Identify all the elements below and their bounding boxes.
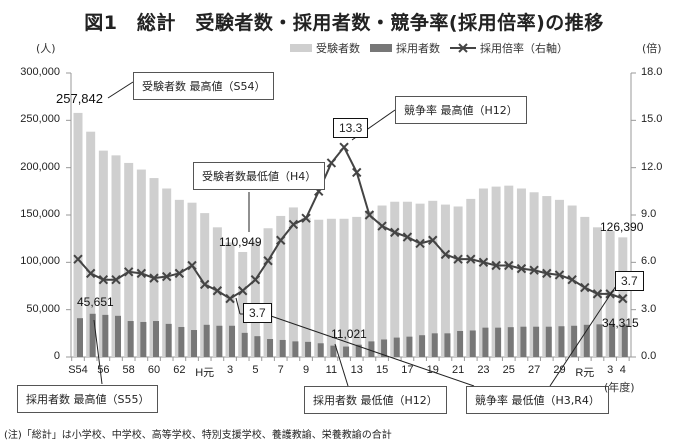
x-tick: R元	[575, 367, 595, 379]
label-hired-last: 34,315	[602, 316, 639, 330]
legend: 受験者数 採用者数 採用倍率（右軸）	[290, 40, 568, 56]
x-tick: 56	[97, 364, 110, 376]
right-axis-unit: (倍)	[642, 42, 662, 55]
y-tick-right: 9.0	[641, 208, 657, 220]
callout-applicants-max: 受験者数 最高値（S54）	[133, 72, 275, 100]
y-tick-left: 250,000	[20, 113, 60, 126]
x-tick: S54	[68, 364, 88, 376]
legend-ratio-line-icon	[450, 43, 476, 53]
chart-title: 図1 総計 受験者数・採用者数・競争率(採用倍率)の推移	[84, 12, 604, 34]
callout-ratio-max: 競争率 最高値（H12）	[395, 96, 527, 124]
y-tick-right: 3.0	[641, 302, 657, 315]
x-tick: 62	[173, 364, 186, 376]
y-tick-right: 12.0	[641, 160, 663, 173]
label-ratio-max: 13.3	[333, 118, 369, 138]
left-axis-unit: (人)	[36, 42, 56, 55]
x-axis-unit: (年度)	[604, 381, 635, 394]
y-tick-right: 18.0	[641, 66, 663, 78]
label-applicants-min: 110,949	[219, 235, 262, 249]
y-tick-right: 6.0	[641, 255, 657, 268]
x-tick: 27	[527, 364, 541, 376]
legend-ratio: 採用倍率（右軸）	[480, 42, 568, 55]
x-tick: 4	[619, 364, 626, 376]
callout-applicants-min: 受験者数最低値（H4）	[193, 162, 326, 190]
y-tick-left: 300,000	[20, 66, 60, 78]
x-tick: 60	[147, 364, 161, 376]
x-tick: 29	[553, 364, 566, 376]
legend-hired: 採用者数	[396, 42, 440, 55]
label-applicants-max: 257,842	[56, 91, 103, 106]
y-tick-left: 200,000	[20, 160, 60, 173]
label-applicants-last: 126,390	[600, 220, 644, 234]
footnote: (注)「総計」は小学校、中学校、高等学校、特別支援学校、養護教諭、栄養教諭の合計	[4, 430, 392, 441]
x-tick: 3	[607, 364, 614, 376]
x-tick: 19	[426, 364, 439, 376]
legend-applicants-swatch	[290, 44, 312, 52]
label-hired-min: 11,021	[331, 327, 367, 341]
y-tick-right: 15.0	[641, 113, 663, 126]
x-tick: 58	[122, 364, 135, 376]
y-tick-left: 0	[53, 350, 60, 362]
x-tick: H元	[195, 367, 215, 379]
x-tick: 9	[302, 364, 310, 376]
x-tick: 3	[226, 364, 234, 376]
x-tick: 17	[401, 364, 414, 376]
label-ratio-min-r4: 3.7	[615, 271, 644, 291]
legend-applicants: 受験者数	[316, 42, 360, 55]
x-tick: 23	[477, 364, 490, 376]
x-tick: 25	[502, 364, 515, 376]
x-tick: 13	[350, 364, 363, 376]
y-tick-left: 50,000	[26, 302, 60, 315]
callout-hired-min: 採用者数 最低値（H12）	[304, 386, 447, 414]
x-tick: 7	[277, 364, 284, 376]
callout-hired-max: 採用者数 最高値（S55）	[17, 385, 159, 413]
y-tick-left: 150,000	[20, 208, 60, 220]
label-ratio-min-h3: 3.7	[243, 303, 272, 323]
callout-ratio-min: 競争率 最低値（H3,R4）	[466, 386, 609, 414]
x-tick: 11	[325, 364, 338, 376]
x-tick: 15	[375, 364, 389, 376]
legend-hired-swatch	[370, 44, 392, 52]
label-hired-max: 45,651	[77, 295, 114, 309]
y-tick-left: 100,000	[20, 255, 60, 268]
y-tick-right: 0.0	[641, 350, 657, 362]
x-tick: 5	[252, 364, 259, 376]
x-tick: 21	[451, 364, 465, 376]
